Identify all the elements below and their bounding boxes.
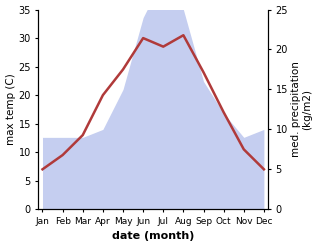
X-axis label: date (month): date (month): [112, 231, 194, 242]
Y-axis label: max temp (C): max temp (C): [5, 74, 16, 145]
Y-axis label: med. precipitation
(kg/m2): med. precipitation (kg/m2): [291, 62, 313, 157]
